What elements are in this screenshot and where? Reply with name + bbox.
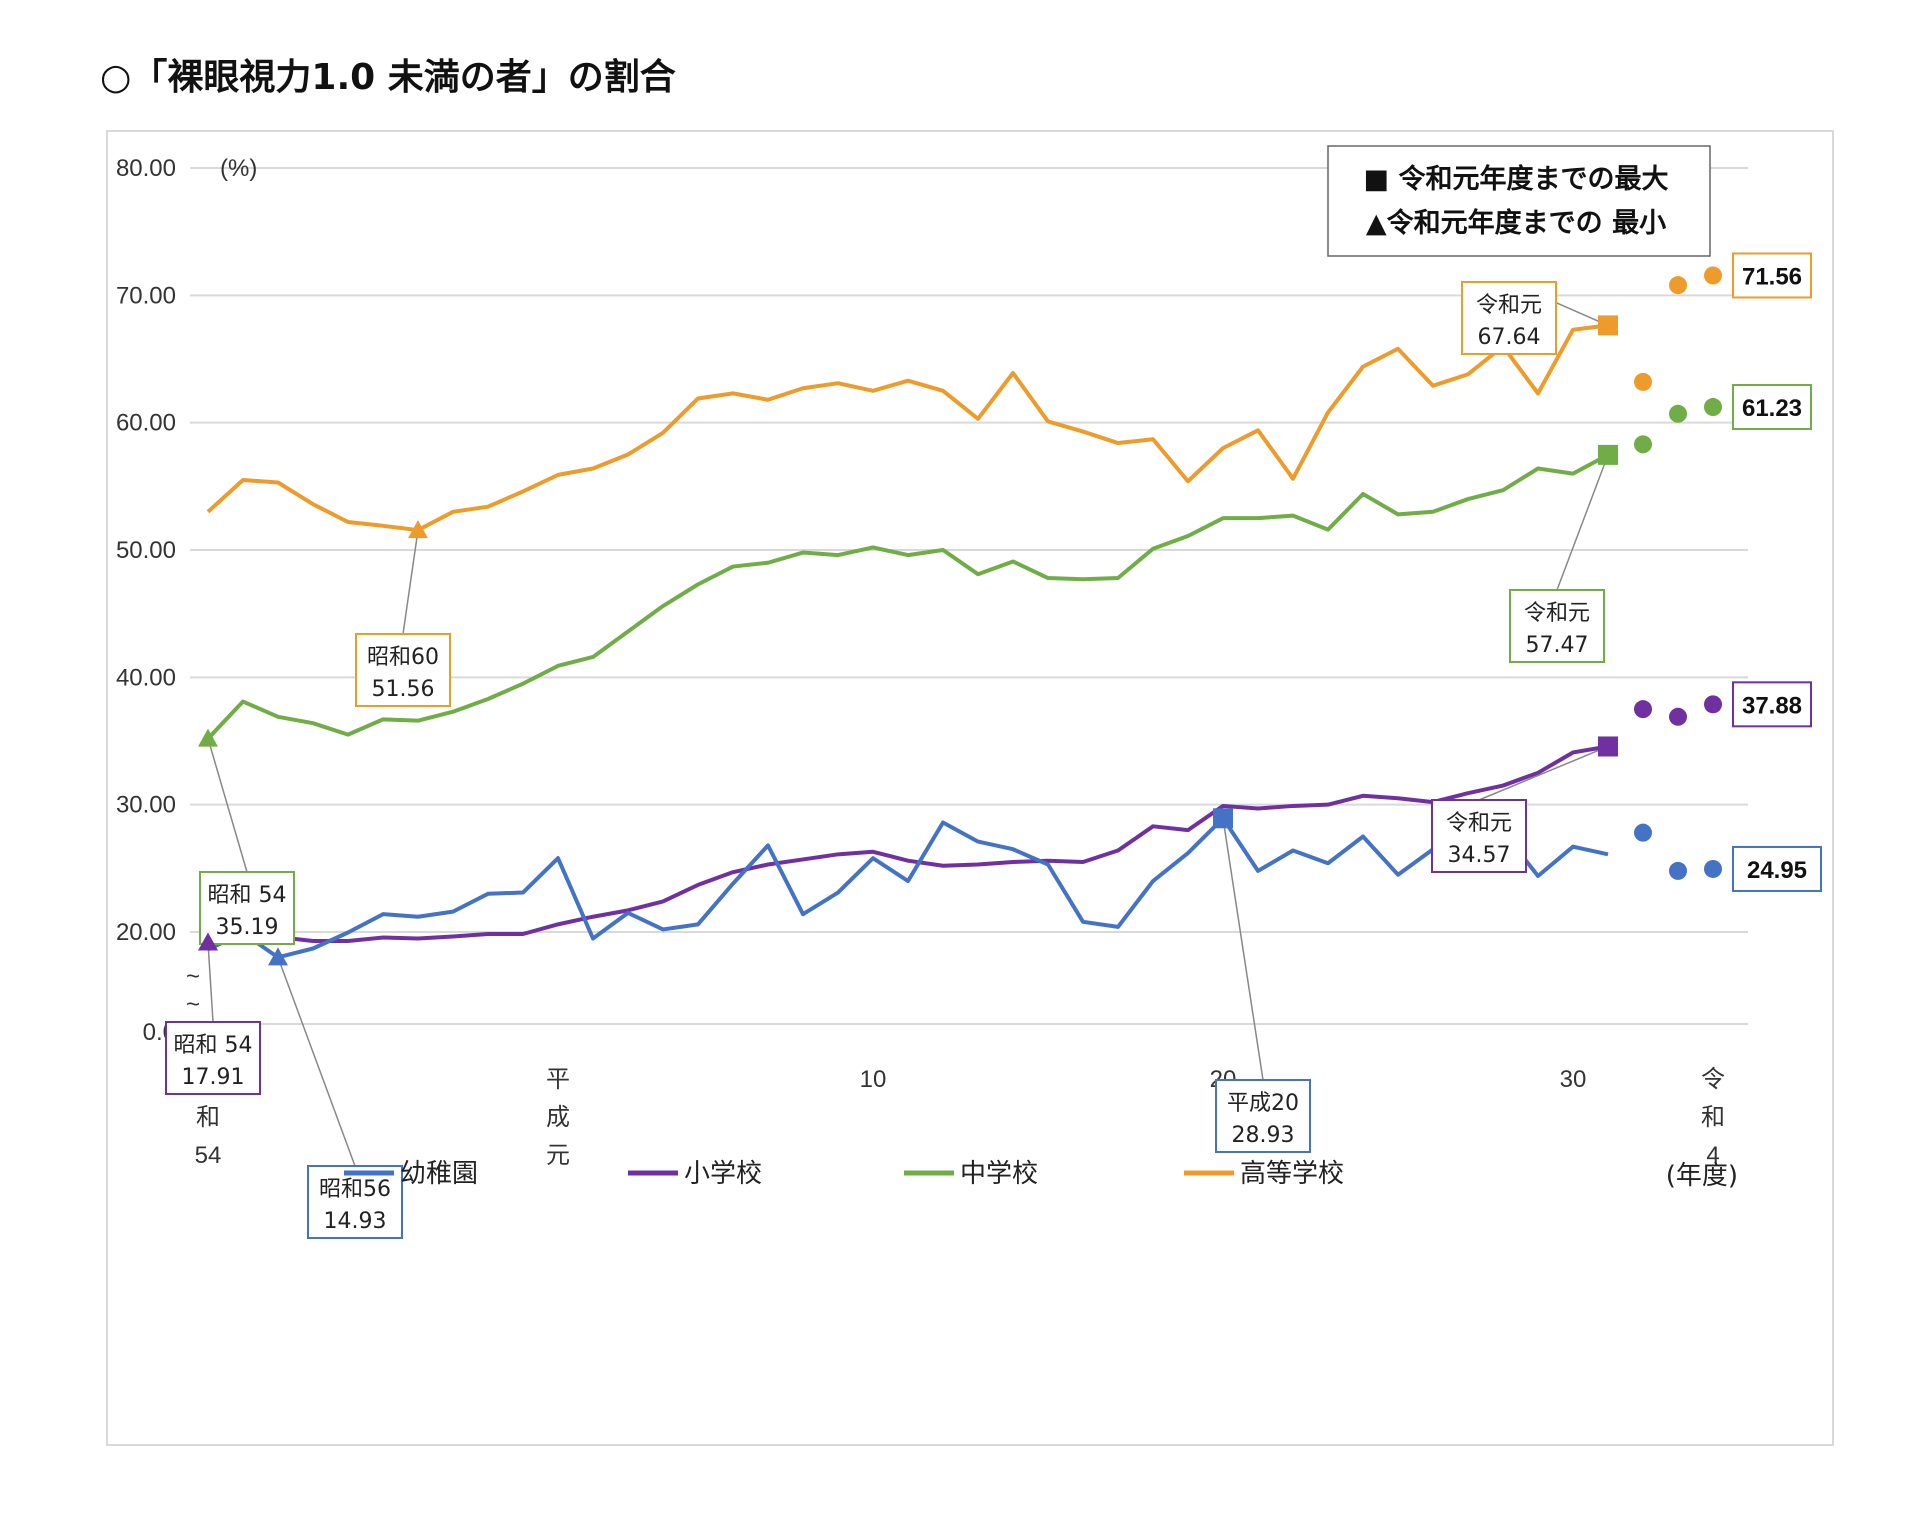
- x-tick-label: 30: [1560, 1066, 1587, 1093]
- line-chart: 0.020.0030.0040.0050.0060.0070.0080.00~~…: [116, 145, 1822, 1239]
- data-point-high_school: [1634, 372, 1652, 391]
- max-marker-high_school: [1598, 315, 1618, 336]
- callout-value: 34.57: [1448, 843, 1511, 868]
- callout-leader: [402, 530, 419, 635]
- x-tick-label: 元: [546, 1142, 570, 1169]
- callout-value: 14.93: [324, 1209, 387, 1234]
- chart-title: ○「裸眼視力1.0 未満の者」の割合: [100, 57, 676, 98]
- data-point-junior_high: [1669, 404, 1687, 423]
- callout-value: 67.64: [1478, 325, 1541, 350]
- callout-leader: [277, 957, 356, 1167]
- latest-value-box: [1732, 845, 1822, 892]
- callout-box: [165, 1021, 261, 1095]
- data-point-elementary: [1669, 707, 1687, 726]
- callout-period: 令和元: [1524, 601, 1590, 626]
- y-tick-label: 30.00: [116, 792, 176, 819]
- min-marker-kindergarten: [268, 947, 288, 966]
- legend-label-junior_high: 中学校: [960, 1159, 1038, 1189]
- callout-leader: [1222, 818, 1264, 1081]
- callout-leader: [207, 942, 214, 1023]
- data-point-kindergarten: [1669, 861, 1687, 880]
- data-point-junior_high: [1634, 435, 1652, 454]
- x-tick-label: 54: [195, 1142, 222, 1169]
- y-tick-label: 50.00: [116, 537, 176, 564]
- max-marker-junior_high: [1598, 444, 1618, 465]
- series-line-elementary: [207, 744, 1609, 945]
- callout-value: 35.19: [216, 915, 279, 940]
- callout-value: 57.47: [1526, 633, 1589, 658]
- latest-value-box: [1732, 681, 1812, 728]
- min-marker-elementary: [198, 932, 218, 951]
- latest-value-label: 37.88: [1742, 692, 1802, 719]
- latest-value-label: 71.56: [1742, 263, 1802, 290]
- data-point-high_school: [1669, 276, 1687, 295]
- x-tick-label: 和: [1701, 1104, 1725, 1131]
- latest-value-box: [1732, 252, 1812, 299]
- latest-value-label: 24.95: [1747, 857, 1807, 884]
- callout-box: [1215, 1079, 1311, 1153]
- data-point-elementary: [1704, 695, 1722, 714]
- series-line-high_school: [206, 323, 1609, 533]
- axis-break-mark: ~: [186, 991, 200, 1018]
- y-tick-label: 80.00: [116, 155, 176, 182]
- y-tick-label: 70.00: [116, 282, 176, 309]
- max-marker-kindergarten: [1213, 808, 1233, 829]
- callout-value: 28.93: [1232, 1123, 1295, 1148]
- callout-box: [1461, 281, 1557, 355]
- callout-box: [307, 1165, 403, 1239]
- data-point-high_school: [1704, 266, 1722, 285]
- x-unit-label: (年度): [1666, 1161, 1738, 1191]
- y-tick-label: 60.00: [116, 410, 176, 437]
- data-point-elementary: [1634, 700, 1652, 719]
- data-point-junior_high: [1704, 398, 1722, 417]
- legend-label-kindergarten: 幼稚園: [400, 1159, 478, 1189]
- y-tick-label: 40.00: [116, 664, 176, 691]
- latest-value-label: 61.23: [1742, 395, 1802, 422]
- x-tick-label: 10: [860, 1066, 887, 1093]
- data-point-kindergarten: [1634, 823, 1652, 842]
- callout-value: 51.56: [372, 677, 435, 702]
- callout-period: 昭和56: [319, 1177, 391, 1202]
- min-marker-high_school: [408, 520, 428, 539]
- chart-frame: 0.0 20.00 30.00 40.00 50.00 60.00 70.00 80.00 ~ ~…: [106, 130, 1834, 1446]
- marker-legend-box: [1327, 145, 1711, 257]
- x-tick-label: 4: [1706, 1142, 1719, 1169]
- callout-box: [199, 871, 295, 945]
- min-marker-junior_high: [198, 728, 218, 747]
- callout-value: 17.91: [182, 1065, 245, 1090]
- marker-legend-min: ▲令和元年度までの 最小: [1366, 207, 1666, 239]
- axis-break-mark: ~: [186, 963, 200, 990]
- callout-box: [1509, 589, 1605, 663]
- callout-leader: [207, 738, 248, 873]
- series-line-junior_high: [206, 453, 1609, 740]
- callout-period: 昭和 54: [174, 1033, 253, 1058]
- legend-label-elementary: 小学校: [684, 1159, 762, 1189]
- x-tick-label: 令: [1701, 1066, 1725, 1093]
- marker-legend-max: ■ 令和元年度までの最大: [1364, 163, 1669, 195]
- y-unit-label: (%): [220, 155, 257, 182]
- y-tick-label: 20.00: [116, 919, 176, 946]
- max-marker-elementary: [1598, 736, 1618, 757]
- series-line-kindergarten: [207, 816, 1609, 960]
- callout-period: 昭和60: [367, 645, 439, 670]
- x-tick-label: 成: [546, 1104, 570, 1131]
- callout-period: 平成20: [1227, 1091, 1299, 1116]
- legend-label-high_school: 高等学校: [1240, 1159, 1344, 1189]
- latest-value-box: [1732, 384, 1812, 431]
- callout-box: [355, 633, 451, 707]
- x-tick-label: 平: [546, 1066, 570, 1093]
- data-point-kindergarten: [1704, 859, 1722, 878]
- callout-period: 令和元: [1476, 293, 1542, 318]
- callout-box: [1431, 799, 1527, 873]
- callout-leader: [1556, 454, 1609, 591]
- x-tick-label: 和: [196, 1104, 220, 1131]
- callout-period: 令和元: [1446, 811, 1512, 836]
- callout-leader: [1478, 745, 1609, 801]
- callout-period: 昭和 54: [208, 883, 287, 908]
